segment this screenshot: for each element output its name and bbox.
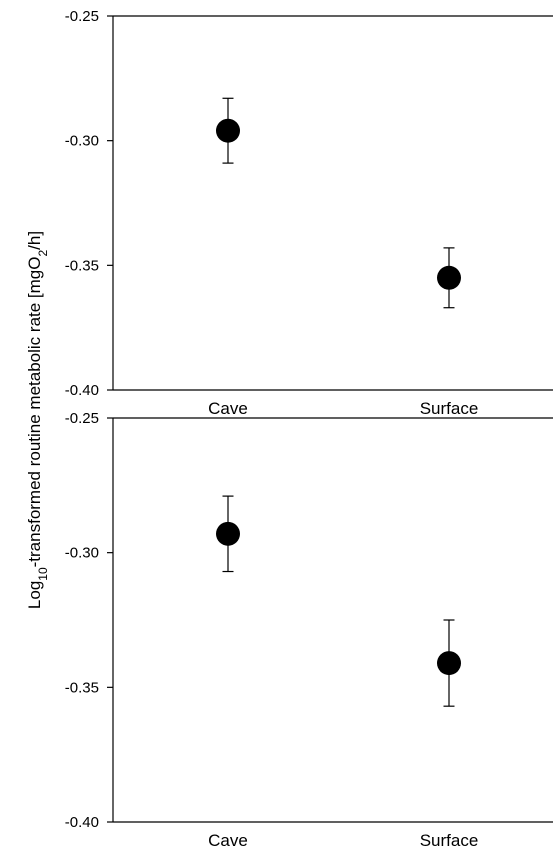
y-tick-label: -0.35 xyxy=(65,257,99,274)
y-tick-label: -0.30 xyxy=(65,545,99,562)
x-category-label: Cave xyxy=(208,831,248,850)
bottom-panel: -0.25 -0.30 -0.35 -0.40 Cave Surface xyxy=(65,410,553,850)
y-axis-label-sub1: 10 xyxy=(36,567,50,581)
y-tick-label: -0.30 xyxy=(65,133,99,150)
y-axis-label-sub2: 2 xyxy=(36,250,50,257)
x-category-label: Surface xyxy=(420,831,479,850)
y-axis-label: Log10-transformed routine metabolic rate… xyxy=(25,231,50,609)
top-panel: -0.25 -0.30 -0.35 -0.40 Cave Surface xyxy=(65,8,553,418)
x-category-label: Surface xyxy=(420,399,479,418)
data-point-marker xyxy=(216,118,240,143)
data-point-marker xyxy=(216,521,240,546)
y-tick-label: -0.25 xyxy=(65,8,99,25)
y-tick-label: -0.25 xyxy=(65,410,99,427)
x-category-label: Cave xyxy=(208,399,248,418)
y-tick-label: -0.40 xyxy=(65,382,99,399)
data-point-marker xyxy=(437,265,461,290)
y-tick-label: -0.40 xyxy=(65,814,99,831)
y-tick-label: -0.35 xyxy=(65,679,99,696)
data-point-marker xyxy=(437,651,461,676)
